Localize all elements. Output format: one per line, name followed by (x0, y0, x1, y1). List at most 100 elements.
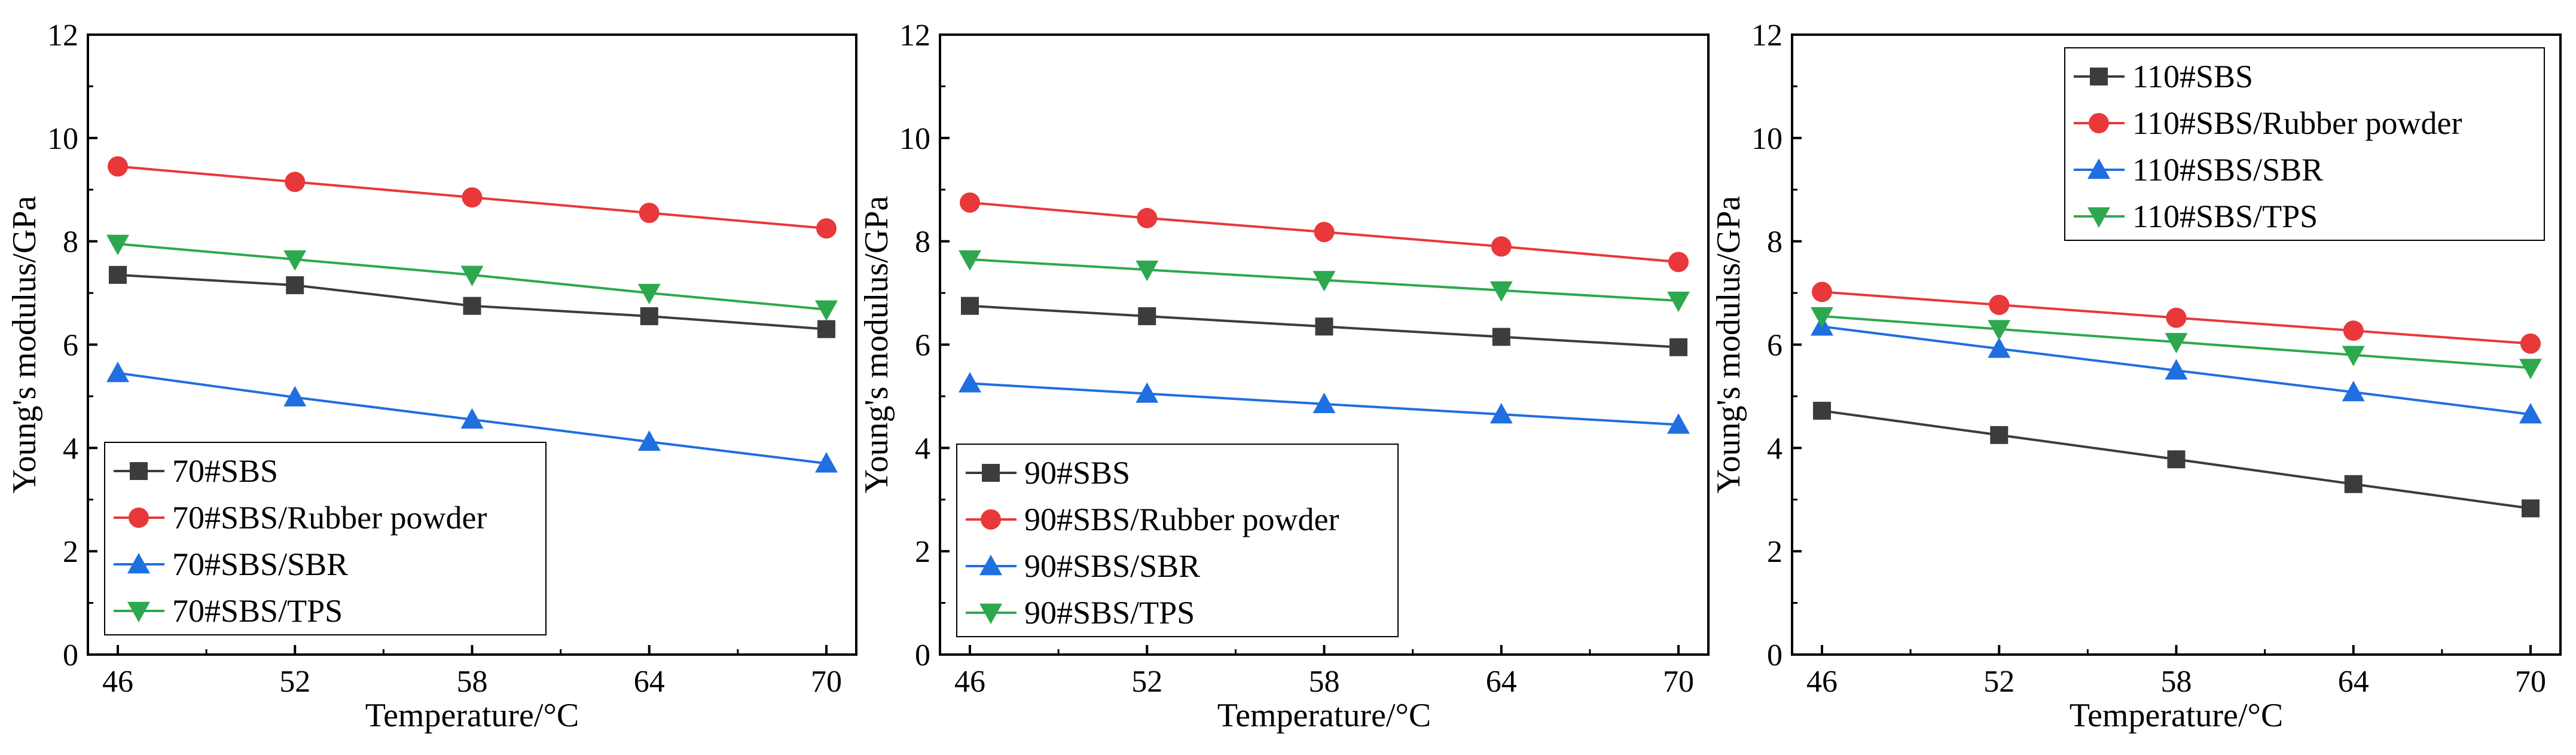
data-point (2522, 499, 2540, 518)
data-point (1315, 317, 1333, 336)
data-point (959, 372, 981, 393)
data-point (1138, 307, 1156, 325)
legend-label: 70#SBS/TPS (172, 593, 343, 629)
legend-label: 70#SBS (172, 453, 278, 489)
data-point (640, 307, 658, 325)
legend-label: 90#SBS/SBR (1024, 548, 1200, 584)
data-point (961, 297, 979, 315)
data-point (285, 172, 306, 192)
legend-marker (2090, 68, 2108, 85)
x-tick-label: 58 (1309, 665, 1340, 699)
x-tick-label: 52 (279, 665, 310, 699)
data-point (959, 250, 981, 271)
legend-box (104, 442, 547, 635)
data-point (1668, 252, 1689, 273)
data-point (960, 192, 980, 213)
x-tick-label: 58 (2161, 665, 2192, 699)
legend-label: 90#SBS (1024, 455, 1130, 491)
data-point (1492, 328, 1510, 346)
data-point (2342, 346, 2365, 366)
legend-label: 110#SBS/SBR (2132, 152, 2323, 188)
x-tick-label: 46 (1806, 665, 1838, 699)
data-point (639, 203, 660, 224)
legend-label: 90#SBS/Rubber powder (1024, 502, 1339, 537)
data-point (108, 156, 128, 177)
x-axis-title: Temperature/°C (2070, 697, 2283, 734)
data-point (1136, 260, 1159, 282)
data-point (460, 265, 484, 286)
legend-label: 110#SBS (2132, 59, 2253, 94)
x-tick-label: 70 (811, 665, 842, 699)
data-point (106, 362, 129, 383)
legend-marker (127, 553, 150, 574)
data-point (1989, 294, 2010, 315)
data-point (109, 265, 127, 284)
y-tick-label: 0 (1767, 638, 1783, 673)
data-point (2519, 403, 2542, 424)
data-point (2342, 381, 2365, 402)
data-point (816, 218, 837, 239)
y-tick-label: 8 (63, 225, 78, 259)
data-point (1812, 282, 1832, 302)
data-point (1313, 271, 1336, 292)
legend-box (2064, 47, 2545, 241)
data-point (817, 320, 835, 338)
data-point (637, 430, 661, 451)
x-tick-label: 64 (1486, 665, 1517, 699)
legend-marker (982, 464, 1000, 482)
y-tick-label: 10 (1751, 122, 1783, 156)
data-point (1313, 392, 1336, 414)
legend-marker (2087, 207, 2110, 228)
y-tick-label: 8 (915, 225, 930, 259)
legend-label: 110#SBS/TPS (2132, 198, 2318, 234)
y-tick-label: 10 (899, 122, 930, 156)
data-point (1490, 281, 1513, 302)
y-axis-title: Young's modulus/GPa (858, 196, 895, 494)
data-point (283, 250, 307, 271)
data-point (1667, 291, 1690, 313)
x-tick-label: 52 (1131, 665, 1162, 699)
data-point (283, 386, 307, 406)
x-tick-label: 64 (634, 665, 665, 699)
legend-marker (2089, 113, 2109, 133)
y-tick-label: 6 (915, 329, 930, 363)
y-tick-label: 4 (63, 432, 78, 466)
legend-marker (979, 555, 1002, 576)
x-tick-label: 46 (954, 665, 985, 699)
legend-marker (130, 462, 148, 480)
legend-marker (981, 509, 1001, 530)
data-point (2344, 475, 2363, 493)
data-point (106, 234, 129, 255)
x-axis-title: Temperature/°C (365, 697, 579, 734)
y-tick-label: 0 (915, 638, 930, 673)
data-point (1988, 337, 2011, 358)
data-point (460, 408, 484, 429)
y-tick-label: 2 (915, 535, 930, 569)
legend-marker (2087, 158, 2110, 179)
legend-box (956, 444, 1399, 637)
data-point (1491, 236, 1512, 257)
legend-marker (127, 601, 150, 622)
data-point (2166, 307, 2187, 328)
y-tick-label: 4 (915, 432, 930, 466)
y-tick-label: 0 (63, 638, 78, 673)
x-axis-title: Temperature/°C (1217, 697, 1431, 734)
data-point (2167, 450, 2186, 469)
y-tick-label: 2 (63, 535, 78, 569)
data-point (1990, 426, 2009, 444)
data-point (1667, 413, 1690, 434)
data-point (462, 187, 483, 208)
data-point (463, 297, 481, 315)
x-tick-label: 52 (1983, 665, 2015, 699)
y-tick-label: 12 (899, 19, 930, 53)
y-tick-label: 12 (47, 19, 78, 53)
y-tick-label: 2 (1767, 535, 1783, 569)
data-point (1314, 222, 1335, 243)
data-point (2165, 359, 2188, 380)
data-point (637, 283, 661, 305)
data-point (815, 300, 838, 321)
legend-label: 70#SBS/SBR (172, 546, 348, 582)
x-tick-label: 46 (102, 665, 133, 699)
